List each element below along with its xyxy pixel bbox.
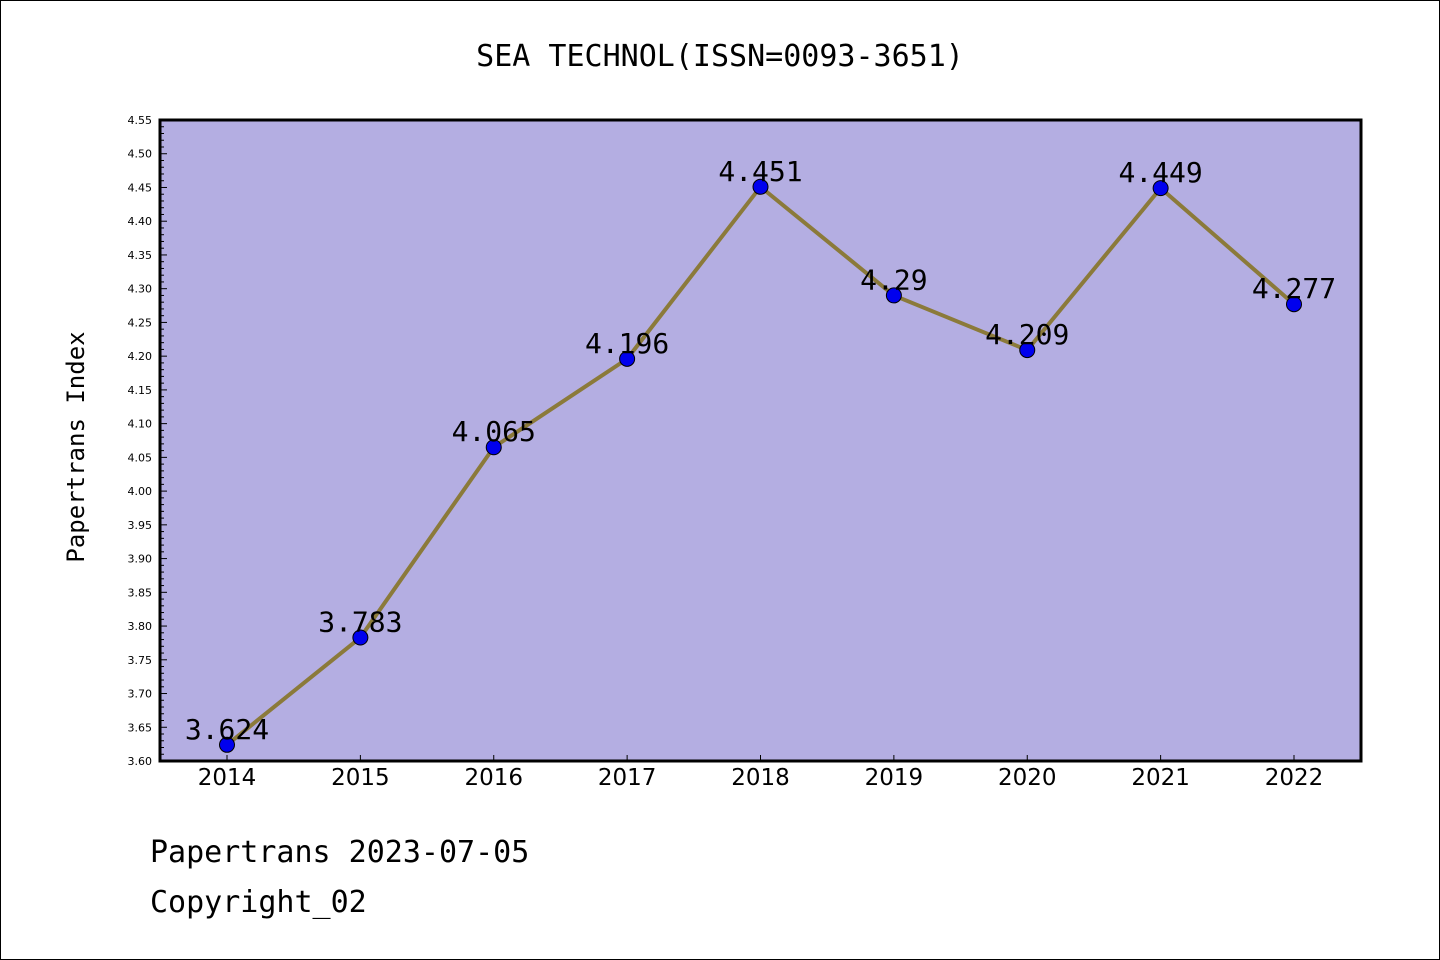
y-axis: 3.60 3.65 3.70 3.75 3.80 3.85 3.90 3.95 4.00 4.05… [128,114,167,768]
y-tick-label: 4.05 [128,451,153,464]
data-point [1286,296,1302,313]
y-tick-label: 3.60 [128,755,153,768]
data-label: 4.065 [452,415,536,448]
y-tick-label: 3.95 [128,519,153,532]
data-point [1019,342,1036,359]
x-tick-label: 2022 [1265,765,1324,791]
data-label: 4.209 [985,318,1069,351]
x-tick-label: 2014 [198,765,257,791]
y-tick-label: 3.90 [128,553,153,566]
footer-date: Papertrans 2023-07-05 [150,835,530,870]
data-label: 4.196 [585,327,669,360]
x-tick-label: 2017 [598,765,657,791]
x-tick-label: 2018 [731,765,790,791]
data-label: 3.624 [185,713,269,746]
x-tick-label: 2019 [865,765,924,791]
x-tick-label: 2021 [1131,765,1190,791]
data-point [219,736,235,753]
series-layer: 3.624 3.783 4.065 4.196 4.451 4.29 4.209 4.449 4… [185,155,1336,753]
y-tick-label: 4.15 [128,384,153,397]
y-tick-label: 4.10 [128,418,153,431]
data-label: 4.277 [1252,272,1336,305]
data-label: 4.29 [860,263,927,296]
y-tick-label: 3.70 [128,688,153,701]
y-tick-label: 3.80 [128,620,153,633]
data-point [485,439,502,456]
data-label: 4.451 [718,155,802,188]
data-point [885,287,902,304]
y-tick-label: 4.50 [128,148,153,161]
y-tick-label: 3.75 [128,654,153,667]
x-tick-label: 2015 [331,765,390,791]
footer-copyright: Copyright_02 [150,885,367,920]
y-tick-label: 4.00 [128,485,153,498]
y-axis-label: Papertrans Index [62,331,90,562]
data-label: 3.783 [318,606,402,639]
plot-area [158,118,1363,763]
y-tick-label: 4.20 [128,350,153,363]
x-tick-label: 2020 [998,765,1057,791]
y-tick-label: 4.45 [128,181,153,194]
data-point [352,629,369,646]
y-tick-label: 4.25 [128,316,153,329]
x-tick-label: 2016 [464,765,523,791]
y-tick-label: 3.85 [128,586,153,599]
data-point [752,178,769,195]
y-tick-label: 4.40 [128,215,153,228]
y-tick-label: 3.65 [128,721,153,734]
y-tick-label: 4.55 [128,114,153,127]
data-label: 4.449 [1118,156,1202,189]
y-tick-label: 4.30 [128,283,153,296]
chart-title: SEA TECHNOL(ISSN=0093-3651) [476,39,964,74]
x-axis: 2014 2015 2016 2017 2018 2019 2020 2021 2022 [198,755,1324,791]
data-point [619,350,636,367]
data-point [1152,180,1169,197]
y-tick-label: 4.35 [128,249,153,262]
